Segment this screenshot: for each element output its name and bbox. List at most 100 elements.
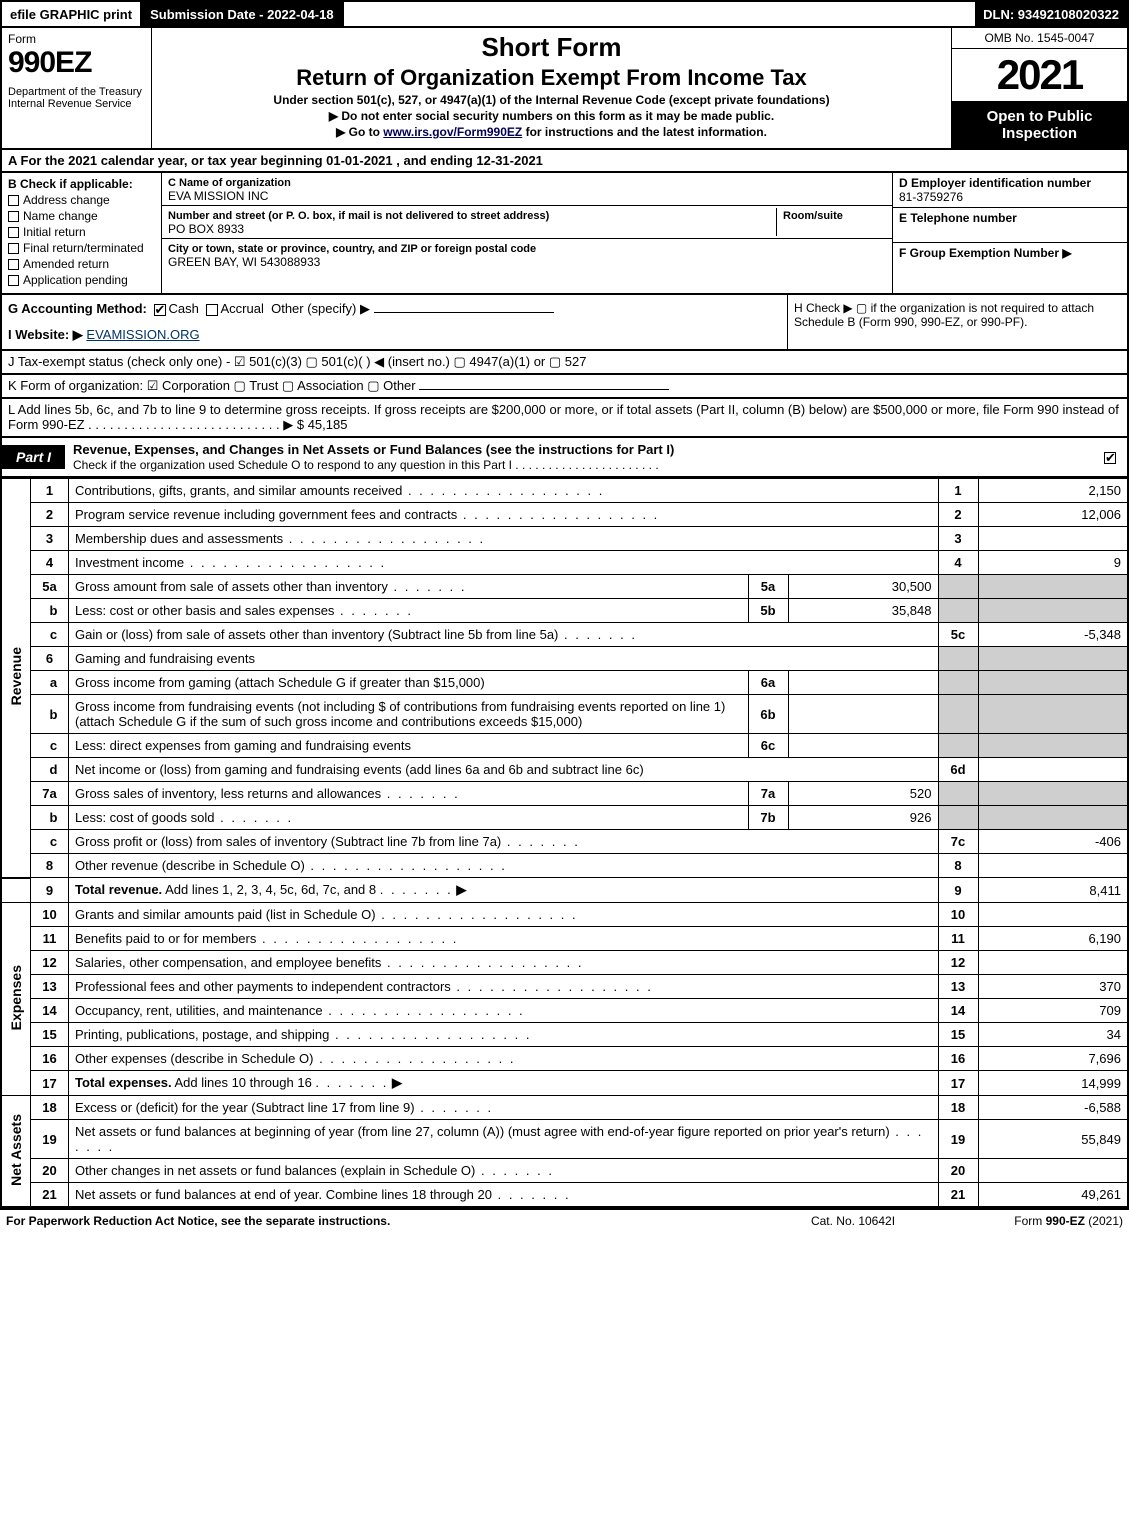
row-j-tax-exempt: J Tax-exempt status (check only one) - ☑… [0,351,1129,375]
revenue-sidelabel: Revenue [1,479,31,878]
line-7b-num: b [31,806,69,830]
line-1-rnum: 1 [938,479,978,503]
line-17-desc: Total expenses. Add lines 10 through 16 [69,1071,939,1096]
line-20-rnum: 20 [938,1159,978,1183]
col-c-org-info: C Name of organization EVA MISSION INC N… [162,173,892,293]
line-6d-rval [978,758,1128,782]
part-i-header: Part I Revenue, Expenses, and Changes in… [0,438,1129,478]
chk-initial-return[interactable]: Initial return [8,225,155,239]
website-link[interactable]: EVAMISSION.ORG [86,327,199,342]
line-6b-mnum: 6b [748,695,788,734]
section-bcdef: B Check if applicable: Address change Na… [0,173,1129,295]
omb-number: OMB No. 1545-0047 [952,28,1127,49]
line-6c-num: c [31,734,69,758]
short-form-title: Short Form [160,32,943,63]
line-6c-mnum: 6c [748,734,788,758]
line-7b-rnum [938,806,978,830]
c-city-row: City or town, state or province, country… [162,239,892,271]
line-14-num: 14 [31,999,69,1023]
line-13-desc: Professional fees and other payments to … [69,975,939,999]
subtitle-code: Under section 501(c), 527, or 4947(a)(1)… [160,93,943,107]
chk-final-return[interactable]: Final return/terminated [8,241,155,255]
efile-label[interactable]: efile GRAPHIC print [2,2,142,26]
c-name-label: C Name of organization [168,177,291,189]
line-2-rval: 12,006 [978,503,1128,527]
tax-year: 2021 [952,49,1127,102]
line-5b-mval: 35,848 [788,599,938,623]
chk-amended[interactable]: Amended return [8,257,155,271]
line-12-num: 12 [31,951,69,975]
exempt-title: Return of Organization Exempt From Incom… [160,65,943,91]
line-5c-desc: Gain or (loss) from sale of assets other… [69,623,939,647]
part-i-checkbox[interactable] [1101,450,1127,465]
line-7a-rval [978,782,1128,806]
line-3-desc: Membership dues and assessments [69,527,939,551]
line-6a-mnum: 6a [748,671,788,695]
line-6c-rnum [938,734,978,758]
line-9-num: 9 [31,878,69,903]
line-18-rval: -6,588 [978,1096,1128,1120]
line-18-num: 18 [31,1096,69,1120]
line-5c-num: c [31,623,69,647]
line-5a-mval: 30,500 [788,575,938,599]
c-street-label: Number and street (or P. O. box, if mail… [168,210,549,222]
i-label: I Website: ▶ [8,327,83,342]
line-7c-rnum: 7c [938,830,978,854]
chk-accrual[interactable] [206,304,218,316]
line-5b-num: b [31,599,69,623]
line-21-rval: 49,261 [978,1183,1128,1208]
e-label: E Telephone number [899,211,1017,225]
line-19-num: 19 [31,1120,69,1159]
line-6-rnum [938,647,978,671]
line-5a-desc: Gross amount from sale of assets other t… [69,575,749,599]
line-10-rval [978,903,1128,927]
line-16-num: 16 [31,1047,69,1071]
line-6a-desc: Gross income from gaming (attach Schedul… [69,671,749,695]
form-title-block: Short Form Return of Organization Exempt… [152,28,952,148]
line-8-rval [978,854,1128,878]
chk-pending[interactable]: Application pending [8,273,155,287]
line-14-rnum: 14 [938,999,978,1023]
line-3-num: 3 [31,527,69,551]
line-5b-rnum [938,599,978,623]
submission-date: Submission Date - 2022-04-18 [142,2,344,26]
line-10-desc: Grants and similar amounts paid (list in… [69,903,939,927]
line-6-rval [978,647,1128,671]
line-16-desc: Other expenses (describe in Schedule O) [69,1047,939,1071]
irs-link[interactable]: www.irs.gov/Form990EZ [383,125,522,139]
g-accounting: G Accounting Method: Cash Accrual Other … [2,295,787,349]
top-bar: efile GRAPHIC print Submission Date - 20… [0,0,1129,28]
form-number: 990EZ [8,46,145,80]
line-21-desc: Net assets or fund balances at end of ye… [69,1183,939,1208]
line-14-rval: 709 [978,999,1128,1023]
expenses-sidelabel: Expenses [1,903,31,1096]
line-7c-desc: Gross profit or (loss) from sales of inv… [69,830,939,854]
line-6a-rval [978,671,1128,695]
subtitle-ssn: ▶ Do not enter social security numbers o… [160,109,943,123]
line-6b-num: b [31,695,69,734]
chk-cash[interactable] [154,304,166,316]
f-group-exemption: F Group Exemption Number ▶ [893,243,1127,263]
chk-name-change[interactable]: Name change [8,209,155,223]
line-13-rnum: 13 [938,975,978,999]
line-6-num: 6 [31,647,69,671]
line-9-desc: Total revenue. Total revenue. Add lines … [69,878,939,903]
line-6d-rnum: 6d [938,758,978,782]
line-1-desc: Contributions, gifts, grants, and simila… [69,479,939,503]
chk-address-change[interactable]: Address change [8,193,155,207]
line-8-rnum: 8 [938,854,978,878]
line-7b-mval: 926 [788,806,938,830]
l-text: L Add lines 5b, 6c, and 7b to line 9 to … [8,402,1119,432]
line-7b-rval [978,806,1128,830]
line-20-desc: Other changes in net assets or fund bala… [69,1159,939,1183]
ein-value: 81-3759276 [899,190,963,204]
line-7a-num: 7a [31,782,69,806]
line-6c-rval [978,734,1128,758]
line-7c-rval: -406 [978,830,1128,854]
line-10-rnum: 10 [938,903,978,927]
line-11-rval: 6,190 [978,927,1128,951]
line-7c-num: c [31,830,69,854]
line-11-desc: Benefits paid to or for members [69,927,939,951]
page-footer: For Paperwork Reduction Act Notice, see … [0,1208,1129,1232]
line-7a-mnum: 7a [748,782,788,806]
